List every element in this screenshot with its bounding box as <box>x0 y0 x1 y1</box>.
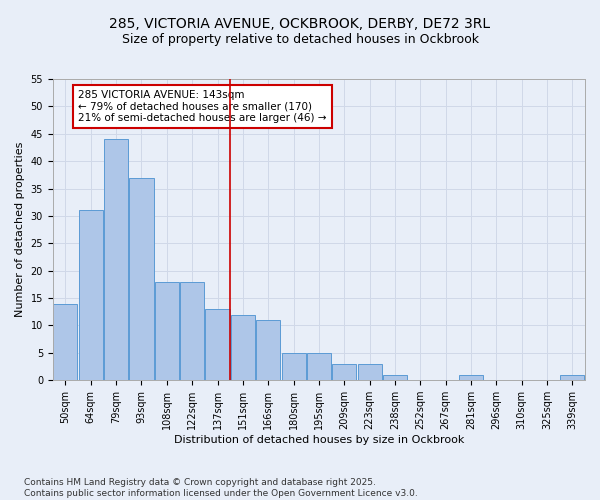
Bar <box>104 139 128 380</box>
Text: 285 VICTORIA AVENUE: 143sqm
← 79% of detached houses are smaller (170)
21% of se: 285 VICTORIA AVENUE: 143sqm ← 79% of det… <box>78 90 326 123</box>
Bar <box>459 374 483 380</box>
Text: 285, VICTORIA AVENUE, OCKBROOK, DERBY, DE72 3RL: 285, VICTORIA AVENUE, OCKBROOK, DERBY, D… <box>109 18 491 32</box>
Bar <box>358 364 382 380</box>
Bar <box>130 178 154 380</box>
Bar <box>332 364 356 380</box>
X-axis label: Distribution of detached houses by size in Ockbrook: Distribution of detached houses by size … <box>174 435 464 445</box>
Bar <box>383 374 407 380</box>
Bar <box>155 282 179 380</box>
Text: Size of property relative to detached houses in Ockbrook: Size of property relative to detached ho… <box>121 32 479 46</box>
Bar <box>281 353 305 380</box>
Y-axis label: Number of detached properties: Number of detached properties <box>15 142 25 318</box>
Bar <box>53 304 77 380</box>
Bar <box>205 309 230 380</box>
Text: Contains HM Land Registry data © Crown copyright and database right 2025.
Contai: Contains HM Land Registry data © Crown c… <box>24 478 418 498</box>
Bar <box>560 374 584 380</box>
Bar <box>231 314 255 380</box>
Bar <box>307 353 331 380</box>
Bar <box>180 282 204 380</box>
Bar <box>79 210 103 380</box>
Bar <box>256 320 280 380</box>
